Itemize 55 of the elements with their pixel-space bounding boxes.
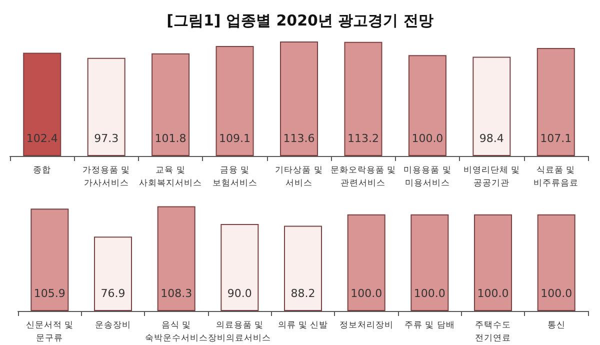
x-tick-label: 가정용품 및 가사서비스	[82, 166, 130, 188]
x-tick-label: 금융 및 보험서비스	[212, 166, 258, 188]
x-tick-label: 종합	[33, 166, 52, 176]
bar	[94, 236, 132, 311]
bar	[284, 226, 322, 311]
data-label: 101.8	[154, 132, 186, 145]
bar	[410, 214, 449, 311]
x-tick-label: 주택수도 전기연료	[475, 320, 511, 344]
x-tick-label: 통신	[547, 320, 566, 330]
data-label: 102.4	[26, 132, 58, 145]
data-label: 98.4	[479, 132, 504, 145]
x-tick-label: 문화오락용품 및 관련서비스	[330, 166, 396, 188]
x-tick-label: 식료품 및 비주류음료	[533, 166, 578, 188]
x-tick-label: 운송장비	[95, 320, 131, 330]
x-tick-label: 신문서적 및 문구류	[26, 320, 74, 344]
x-tick-label: 정보처리장비	[339, 320, 394, 330]
x-tick-label: 기타상품 및 서비스	[275, 166, 323, 188]
data-label: 108.3	[160, 287, 192, 300]
bar	[536, 48, 575, 156]
bar	[280, 41, 318, 156]
bar	[87, 58, 126, 156]
x-tick-label: 주류 및 담배	[404, 320, 455, 330]
data-label: 105.9	[34, 287, 66, 300]
bar	[23, 52, 62, 156]
bar	[30, 208, 69, 311]
data-label: 88.2	[290, 287, 316, 300]
bar	[472, 56, 511, 156]
bar	[474, 214, 512, 311]
bar	[408, 55, 446, 156]
x-tick-label: 비영리단체 및 공공기관	[463, 166, 520, 188]
data-label: 100.0	[414, 287, 446, 300]
data-label: 76.9	[100, 287, 126, 300]
bar	[157, 206, 196, 311]
data-label: 113.2	[347, 132, 379, 145]
data-label: 90.0	[227, 287, 252, 300]
bar	[537, 214, 576, 311]
data-label: 109.1	[219, 132, 251, 145]
data-label: 113.6	[283, 132, 315, 145]
bar	[347, 214, 386, 311]
bar	[152, 53, 190, 156]
data-label: 100.0	[412, 132, 444, 145]
bar	[220, 224, 259, 311]
bar	[216, 46, 254, 156]
bar	[344, 42, 382, 156]
data-label: 100.0	[477, 287, 509, 300]
data-label: 97.3	[94, 132, 119, 145]
data-label: 100.0	[540, 287, 572, 300]
chart-title: [그림1] 업종별 2020년 광고경기 전망	[166, 12, 434, 30]
x-tick-label: 의류 및 신발	[278, 320, 328, 330]
data-label: 107.1	[540, 132, 572, 145]
data-label: 100.0	[350, 287, 382, 300]
x-tick-label: 음식 및 숙박운수서비스	[144, 320, 208, 344]
x-tick-label: 의료용품 및 장비의료서비스	[208, 320, 272, 344]
x-tick-label: 교육 및 사회복지서비스	[139, 166, 202, 188]
x-tick-label: 미용용품 및 미용서비스	[404, 166, 452, 188]
